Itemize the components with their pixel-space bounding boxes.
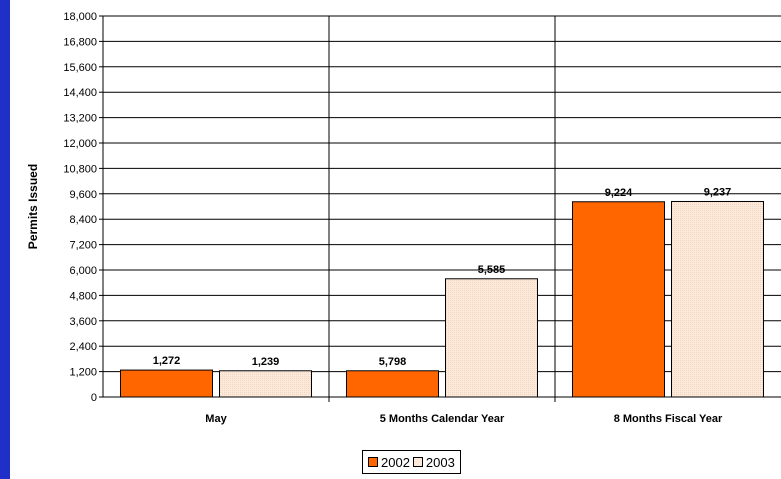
chart-legend: 2002 2003 bbox=[362, 450, 461, 474]
x-category-label: May bbox=[205, 413, 227, 425]
y-tick-label: 1,200 bbox=[69, 367, 97, 379]
y-tick-label: 0 bbox=[91, 392, 97, 404]
bar-2002 bbox=[346, 370, 439, 398]
legend-swatch-2003 bbox=[412, 457, 423, 467]
y-tick-label: 3,600 bbox=[69, 316, 97, 328]
y-tick-label: 12,000 bbox=[63, 138, 97, 150]
data-label-2003: 9,237 bbox=[704, 186, 732, 198]
legend-item-2002: 2002 bbox=[368, 455, 410, 470]
y-axis-title: Permits Issued bbox=[26, 164, 40, 249]
y-tick-label: 8,400 bbox=[69, 214, 97, 226]
bar-2003 bbox=[671, 200, 764, 398]
y-tick-label: 9,600 bbox=[69, 189, 97, 201]
legend-item-2003: 2003 bbox=[412, 454, 455, 470]
y-tick-label: 2,400 bbox=[69, 341, 97, 353]
y-tick-label: 6,000 bbox=[69, 265, 97, 277]
legend-label-2003: 2003 bbox=[425, 454, 455, 470]
legend-label-2002: 2002 bbox=[381, 454, 410, 470]
x-category-label: 8 Months Fiscal Year bbox=[614, 413, 723, 425]
data-label-2003: 1,239 bbox=[252, 356, 280, 368]
y-tick-label: 15,600 bbox=[63, 62, 97, 74]
data-label-2002: 1,272 bbox=[153, 355, 181, 367]
y-tick-label: 18,000 bbox=[63, 11, 97, 23]
data-label-2002: 5,798 bbox=[379, 356, 407, 368]
bar-2003 bbox=[445, 278, 538, 398]
data-label-2003: 5,585 bbox=[478, 264, 506, 276]
bar-2002 bbox=[120, 369, 213, 398]
y-tick-label: 7,200 bbox=[69, 240, 97, 252]
legend-swatch-2002 bbox=[368, 457, 378, 467]
left-edge-bar bbox=[0, 0, 10, 479]
bar-2002 bbox=[572, 201, 665, 398]
y-tick-label: 13,200 bbox=[63, 113, 97, 125]
bar-2003 bbox=[219, 370, 312, 398]
y-tick-label: 10,800 bbox=[63, 163, 97, 175]
y-tick-label: 4,800 bbox=[69, 290, 97, 302]
x-category-label: 5 Months Calendar Year bbox=[380, 413, 505, 425]
y-tick-label: 16,800 bbox=[63, 36, 97, 48]
y-tick-label: 14,400 bbox=[63, 87, 97, 99]
data-label-2002: 9,224 bbox=[605, 187, 633, 199]
